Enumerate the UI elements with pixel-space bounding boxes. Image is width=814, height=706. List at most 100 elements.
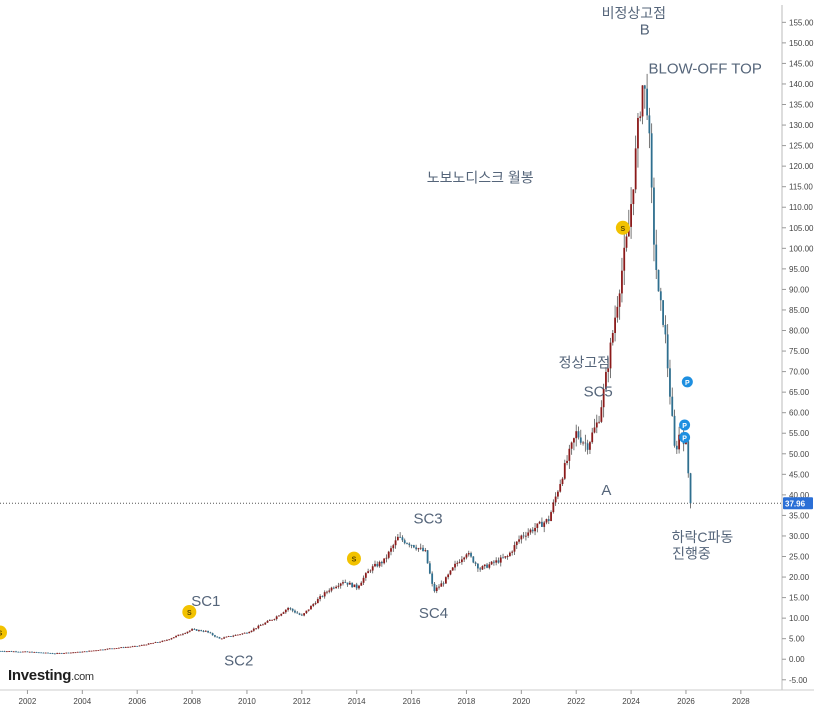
marker-letter: S [187,610,192,617]
candle-body [351,582,354,588]
split-marker[interactable]: S [615,220,630,235]
y-tick-label: 35.00 [789,511,810,520]
candle-body [378,561,381,567]
candle-body [364,573,367,578]
candle-body [204,630,207,632]
candle-body [547,519,550,521]
candle-body [342,582,344,584]
p-event-marker[interactable]: P [681,376,693,388]
candle-body [243,632,246,634]
candle-body [35,652,38,653]
candle-body [520,535,523,540]
candle-body [282,612,285,614]
candle-body [511,551,514,553]
y-tick-label: 65.00 [789,388,810,397]
marker-letter: P [682,435,687,442]
candle-body [419,547,422,549]
candle-body [40,652,43,654]
split-marker-circle [182,604,197,619]
annotation-label: SC5 [584,383,613,400]
candle-body [328,590,331,592]
candle-body [214,635,216,637]
candle-body [442,583,445,585]
y-tick-label: 140.00 [789,80,814,89]
candle-body [673,415,676,446]
split-marker[interactable]: S [0,625,7,640]
candle-body [506,556,509,557]
candle-body [456,562,459,564]
candle-body [44,652,47,654]
candle-body [291,608,294,611]
y-tick-label: 115.00 [789,183,813,192]
candle-body [131,646,134,648]
p-event-marker[interactable]: P [679,431,691,443]
annotation-label: BLOW-OFF TOP [648,61,761,78]
last-price-tag: 37.96 [783,497,813,510]
investing-logo[interactable]: Investing.com [8,667,94,684]
candle-body [111,648,113,650]
candle-body [454,563,456,568]
candle-body [390,548,392,552]
candle-body [490,561,493,565]
candle-body [662,300,664,325]
x-tick-label: 2026 [677,697,695,706]
candle-body [0,651,1,652]
candle-body [614,317,616,334]
candle-body [561,478,564,485]
candle-body [522,535,525,537]
candle-body [362,577,365,583]
candle-body [81,651,84,653]
candle-body [577,431,580,438]
p-event-marker[interactable]: P [679,419,691,431]
candle-body [598,421,600,423]
candle-body [154,642,157,643]
candle-body [232,635,235,637]
candle-body [492,561,495,563]
candle-body [659,291,662,301]
candle-body [593,427,596,433]
candle-body [630,204,632,227]
x-tick-label: 2028 [732,697,750,706]
candle-body [321,596,324,597]
x-tick-label: 2018 [458,697,476,706]
marker-letter: P [682,423,687,430]
candle-body [193,629,196,630]
candle-body [323,592,326,597]
candle-body [172,637,175,639]
candle-body [216,636,219,638]
logo-suffix: .com [71,671,94,683]
x-tick-label: 2010 [238,697,256,706]
candle-body [515,541,518,546]
candle-body [53,653,56,655]
candle-body [28,651,31,653]
candle-body [15,651,17,653]
candle-body [76,651,79,653]
candle-body [623,247,626,271]
candle-body [566,460,568,464]
candle-body [271,619,273,621]
candle-body [47,652,49,654]
candle-body [463,557,466,560]
candle-body [198,630,200,631]
candle-body [239,634,241,636]
candle-body [200,630,203,632]
split-marker[interactable]: S [182,604,197,619]
candle-body [51,653,54,655]
candle-body [88,650,91,652]
candle-body [63,653,65,654]
annotation-label: 정상고점 [559,354,611,370]
x-tick-label: 2022 [567,697,585,706]
candle-body [573,438,575,443]
y-tick-label: 70.00 [789,368,810,377]
candle-body [655,244,658,270]
candle-body [307,609,310,611]
candle-body [474,562,477,564]
annotation-label: A [601,482,611,499]
candle-body [42,652,45,654]
split-marker[interactable]: S [346,551,361,566]
candle-body [241,633,244,635]
candle-body [3,651,6,653]
y-tick-label: 55.00 [789,429,810,438]
candle-body [159,641,161,643]
